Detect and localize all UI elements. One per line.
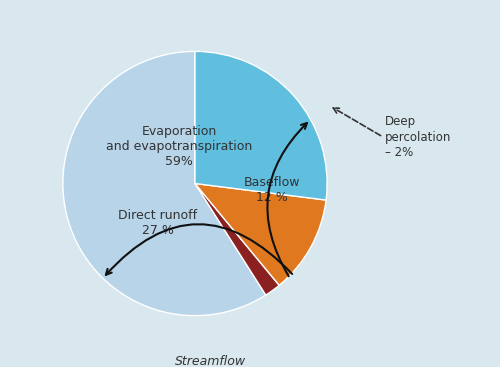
Wedge shape xyxy=(63,51,266,316)
Text: Baseflow
12 %: Baseflow 12 % xyxy=(244,176,300,204)
Wedge shape xyxy=(195,51,327,200)
Text: Deep
percolation
– 2%: Deep percolation – 2% xyxy=(385,116,452,159)
Wedge shape xyxy=(195,184,326,285)
Text: Streamflow
39 %: Streamflow 39 % xyxy=(176,355,246,367)
Wedge shape xyxy=(195,184,279,295)
Text: Direct runoff
27 %: Direct runoff 27 % xyxy=(118,209,198,237)
Text: Evaporation
and evapotranspiration
59%: Evaporation and evapotranspiration 59% xyxy=(106,125,253,168)
